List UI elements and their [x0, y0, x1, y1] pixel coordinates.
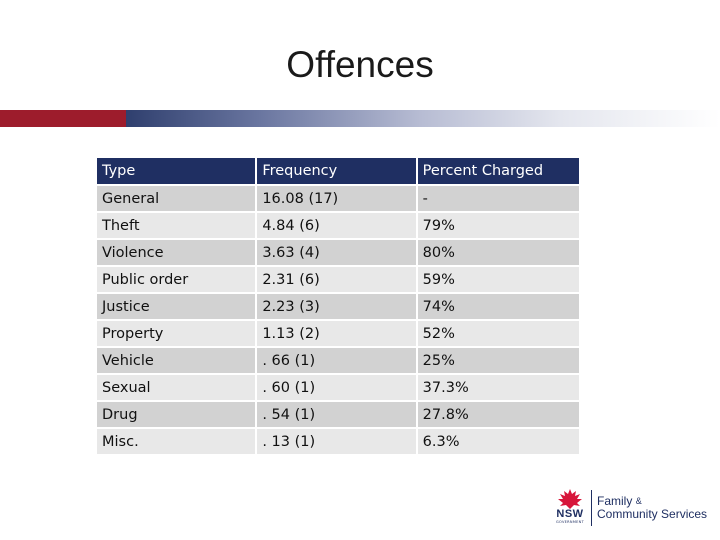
accent-bar	[0, 110, 720, 127]
cell-percent-charged: 27.8%	[417, 402, 579, 427]
logo-family-text: Family	[597, 494, 633, 508]
header-type: Type	[97, 158, 256, 184]
cell-type: Justice	[97, 294, 256, 319]
cell-frequency: . 54 (1)	[257, 402, 416, 427]
offences-table: Type Frequency Percent Charged General 16…	[95, 156, 581, 456]
logo-wordmark: Family & Community Services	[597, 495, 707, 521]
logo-ampersand: &	[635, 496, 642, 506]
cell-frequency: 4.84 (6)	[257, 213, 416, 238]
cell-percent-charged: 25%	[417, 348, 579, 373]
table-row: General 16.08 (17) -	[97, 186, 579, 211]
cell-percent-charged: 6.3%	[417, 429, 579, 454]
cell-frequency: 16.08 (17)	[257, 186, 416, 211]
table-row: Public order 2.31 (6) 59%	[97, 267, 579, 292]
table-row: Justice 2.23 (3) 74%	[97, 294, 579, 319]
cell-frequency: . 60 (1)	[257, 375, 416, 400]
table-header-row: Type Frequency Percent Charged	[97, 158, 579, 184]
cell-frequency: 1.13 (2)	[257, 321, 416, 346]
cell-frequency: . 13 (1)	[257, 429, 416, 454]
logo-nsw-text: NSW	[556, 508, 584, 520]
cell-percent-charged: 79%	[417, 213, 579, 238]
cell-percent-charged: 74%	[417, 294, 579, 319]
cell-frequency: 2.31 (6)	[257, 267, 416, 292]
cell-percent-charged: -	[417, 186, 579, 211]
table-row: Vehicle. 66 (1) 25%	[97, 348, 579, 373]
cell-percent-charged: 80%	[417, 240, 579, 265]
cell-frequency: 2.23 (3)	[257, 294, 416, 319]
cell-percent-charged: 59%	[417, 267, 579, 292]
header-frequency: Frequency	[257, 158, 416, 184]
cell-frequency: . 66 (1)	[257, 348, 416, 373]
header-percent-charged: Percent Charged	[417, 158, 579, 184]
cell-type: Misc.	[97, 429, 256, 454]
cell-type: Property	[97, 321, 256, 346]
cell-frequency: 3.63 (4)	[257, 240, 416, 265]
table-row: Theft 4.84 (6) 79%	[97, 213, 579, 238]
logo-divider	[591, 490, 592, 526]
cell-type: Drug	[97, 402, 256, 427]
table-row: Sexual. 60 (1) 37.3%	[97, 375, 579, 400]
table-row: Drug. 54 (1) 27.8%	[97, 402, 579, 427]
table-row: Property 1.13 (2) 52%	[97, 321, 579, 346]
cell-type: Public order	[97, 267, 256, 292]
cell-type: General	[97, 186, 256, 211]
table-row: Misc.. 13 (1) 6.3%	[97, 429, 579, 454]
waratah-icon: NSW GOVERNMENT	[553, 488, 587, 528]
logo-government-text: GOVERNMENT	[555, 520, 585, 524]
table-row: Violence 3.63 (4) 80%	[97, 240, 579, 265]
cell-percent-charged: 37.3%	[417, 375, 579, 400]
logo-community-services-text: Community Services	[597, 507, 708, 521]
cell-type: Theft	[97, 213, 256, 238]
cell-percent-charged: 52%	[417, 321, 579, 346]
cell-type: Vehicle	[97, 348, 256, 373]
cell-type: Violence	[97, 240, 256, 265]
cell-type: Sexual	[97, 375, 256, 400]
nsw-fcs-logo: NSW GOVERNMENT Family & Community Servic…	[553, 488, 708, 528]
slide-title: Offences	[286, 44, 434, 85]
